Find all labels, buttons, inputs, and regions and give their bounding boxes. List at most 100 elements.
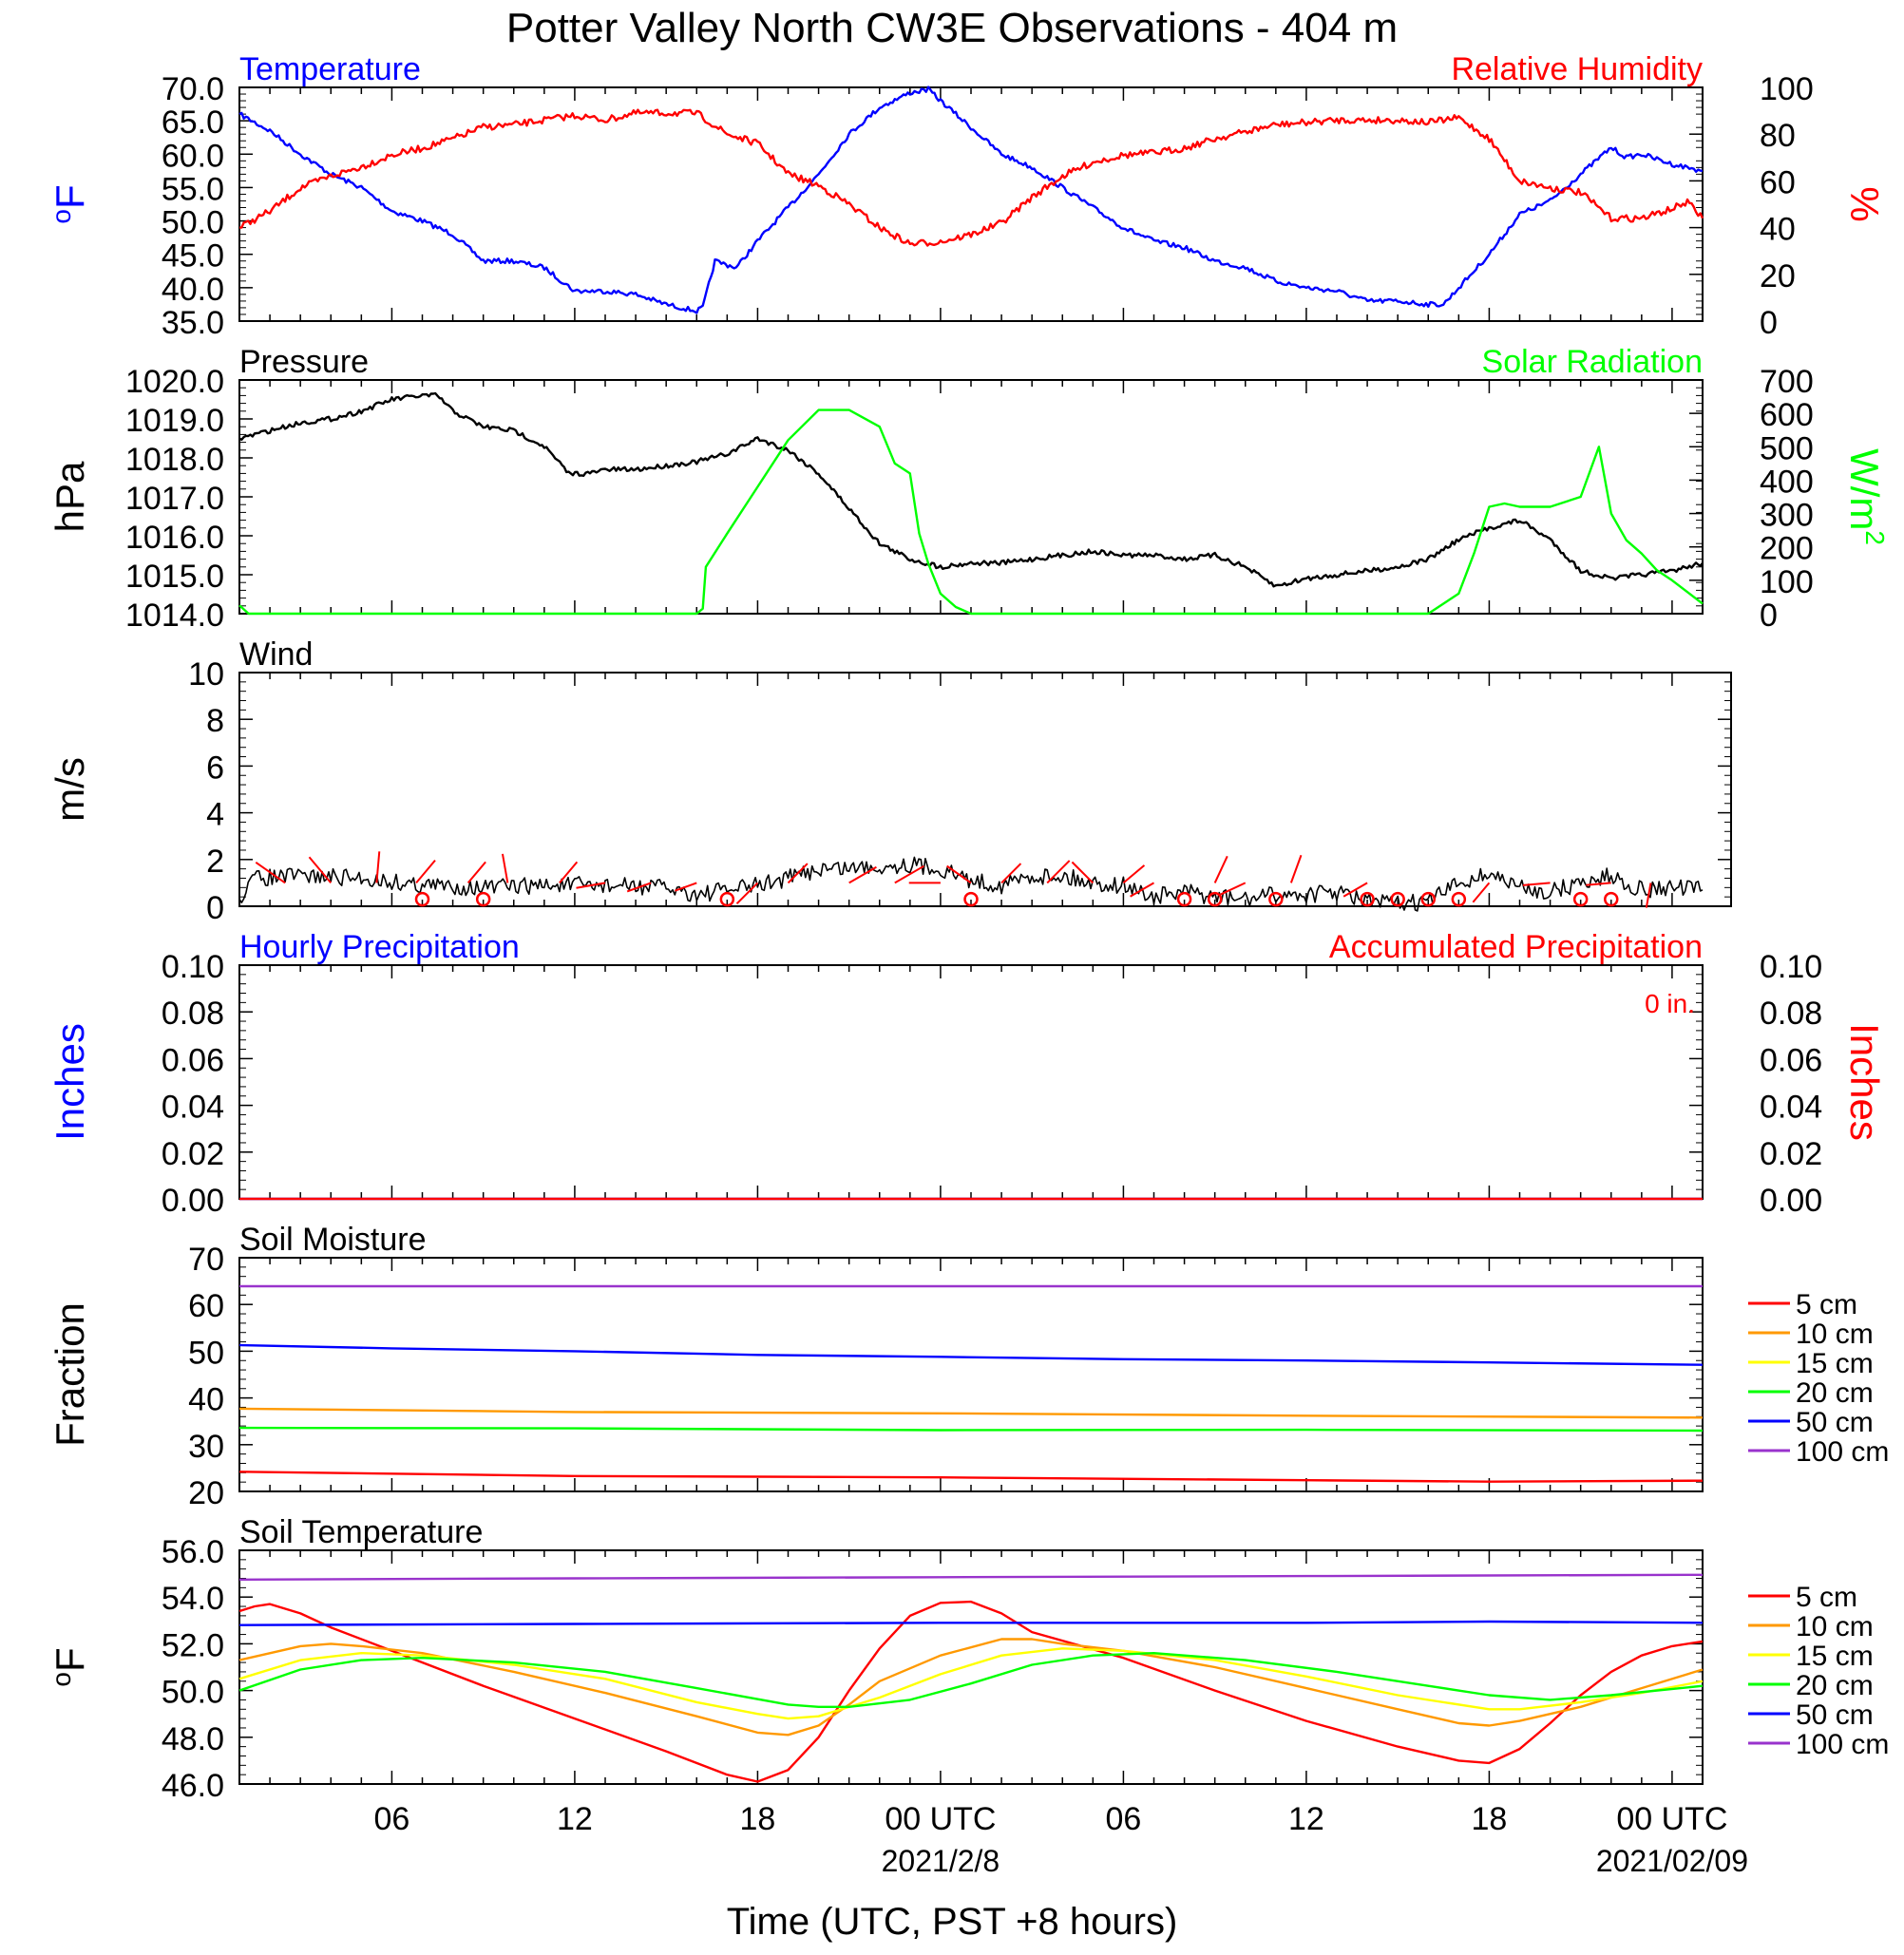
series-line-5-cm: [238, 1471, 1704, 1483]
y-axis-label-left: oF: [47, 184, 92, 223]
panel-temp_rh: 35.040.045.050.055.060.065.070.0 0 20 40 60 8…: [47, 51, 1887, 341]
calm-wind-marker: [1176, 891, 1192, 907]
y-axis-label-right: W/m2: [1842, 448, 1890, 545]
y-tick-label: 1016.0: [125, 520, 224, 556]
calm-wind-marker: [1451, 891, 1467, 907]
y-tick-label: 4: [206, 797, 224, 833]
legend-label: 50 cm: [1796, 1407, 1874, 1438]
y-tick-label: 55.0: [162, 171, 224, 207]
wind-barb: [1289, 854, 1303, 883]
x-tick-sublabel: 2021/2/8: [882, 1844, 1000, 1878]
panel-soil_temperature: 46.0 48.0 50.0 52.0 54.0 56.0 Soil Temperature…: [47, 1514, 1889, 1804]
x-axis-label: Time (UTC, PST +8 hours): [727, 1901, 1178, 1943]
y-tick-label-right: 0.00: [1760, 1183, 1822, 1219]
y-tick-label: 65.0: [162, 104, 224, 141]
wind-barb: [1213, 855, 1228, 883]
y-tick-label: 0.04: [162, 1090, 224, 1126]
calm-wind-marker: [1207, 891, 1223, 907]
wind-barb: [675, 882, 697, 892]
plot-frame: [238, 1549, 1704, 1785]
y-tick-label: 40: [188, 1382, 224, 1418]
y-tick-label: 70.0: [162, 71, 224, 107]
legend-label: 15 cm: [1796, 1641, 1874, 1672]
series-line-relative-humidity: [238, 108, 1704, 247]
y-tick-label-right: 0.06: [1760, 1042, 1822, 1078]
series-line-50-cm: [238, 1343, 1704, 1366]
wind-barb: [1522, 882, 1551, 886]
y-axis-label-left: m/s: [48, 757, 92, 822]
y-tick-label: 1018.0: [125, 442, 224, 478]
wind-barb: [308, 856, 333, 884]
x-tick-label: 18: [740, 1801, 776, 1837]
wind-barb: [946, 864, 972, 884]
y-tick-label: 35.0: [162, 305, 224, 341]
legend-label: 20 cm: [1796, 1377, 1874, 1409]
wind-barb: [1071, 861, 1095, 884]
y-tick-label-right: 0: [1760, 598, 1778, 634]
series-line-pressure: [238, 391, 1704, 588]
calm-wind-marker: [1420, 891, 1436, 907]
panel-title-right: Accumulated Precipitation: [1329, 929, 1703, 965]
y-tick-label: 48.0: [162, 1721, 224, 1757]
y-tick-label-right: 200: [1760, 531, 1814, 567]
y-tick-label: 60: [188, 1288, 224, 1324]
wind-barb: [735, 882, 759, 905]
x-tick-sublabel: 2021/02/09: [1596, 1844, 1748, 1878]
y-tick-label-right: 300: [1760, 498, 1814, 534]
calm-wind-marker: [963, 891, 979, 907]
y-tick-label: 52.0: [162, 1627, 224, 1663]
wind-barb: [559, 861, 579, 884]
legend-label: 5 cm: [1796, 1289, 1857, 1320]
wind-barb: [1472, 882, 1491, 903]
y-tick-label-right: 0: [1760, 305, 1778, 341]
panel-title-left: Soil Moisture: [239, 1222, 427, 1258]
panel-wind: 0 2 4 6 8 10 Wind m/s: [48, 636, 1732, 926]
y-tick-label: 0: [206, 890, 224, 926]
y-tick-label-right: 0.02: [1760, 1136, 1822, 1172]
calm-wind-marker: [1268, 891, 1284, 907]
x-tick-label: 00 UTC: [1616, 1801, 1727, 1837]
y-axis-label-left: hPa: [48, 461, 92, 532]
y-tick-label-right: 400: [1760, 464, 1814, 500]
calm-wind-marker: [414, 891, 430, 907]
y-axis-label-left: oF: [47, 1647, 92, 1686]
y-tick-label: 60.0: [162, 138, 224, 174]
wind-barb: [375, 851, 381, 883]
series-line-20-cm: [238, 1652, 1704, 1708]
y-tick-label-right: 80: [1760, 118, 1796, 154]
panel-title-left: Wind: [239, 636, 313, 673]
y-tick-label: 40.0: [162, 272, 224, 308]
y-tick-label-right: 0.10: [1760, 949, 1822, 985]
panel-precip: 0.00 0.02 0.04 0.06 0.08 0.10 0.00 0.02 0.04 0.06…: [48, 929, 1887, 1219]
panel-pressure_solar: 1014.01015.01016.01017.01018.01019.01020…: [48, 344, 1890, 634]
calm-wind-marker: [1604, 891, 1619, 907]
y-tick-label: 70: [188, 1242, 224, 1278]
y-tick-label: 30: [188, 1429, 224, 1465]
wind-barb: [1046, 860, 1071, 884]
y-tick-label: 56.0: [162, 1534, 224, 1570]
panel-title-left: Soil Temperature: [239, 1514, 483, 1550]
series-line-10-cm: [238, 1407, 1704, 1419]
y-tick-label-right: 700: [1760, 364, 1814, 400]
legend-label: 100 cm: [1796, 1436, 1889, 1468]
panel-title-left: Temperature: [239, 51, 421, 87]
wind-barb: [894, 864, 924, 884]
y-tick-label-right: 60: [1760, 164, 1796, 200]
y-tick-label: 0.08: [162, 996, 224, 1032]
x-tick-label: 06: [374, 1801, 410, 1837]
series-line-wind-speed: [238, 856, 1704, 912]
y-tick-label: 0.02: [162, 1136, 224, 1172]
wind-barb: [1122, 864, 1146, 884]
x-tick-label: 12: [557, 1801, 593, 1837]
series-line-20-cm: [238, 1426, 1704, 1433]
y-tick-label: 1017.0: [125, 481, 224, 517]
calm-wind-marker: [475, 891, 491, 907]
y-tick-label: 1019.0: [125, 403, 224, 439]
calm-wind-marker: [719, 891, 735, 907]
y-tick-label-right: 0.04: [1760, 1090, 1822, 1126]
legend-label: 10 cm: [1796, 1611, 1874, 1642]
wind-barb: [787, 863, 809, 884]
wind-barb: [1645, 883, 1652, 908]
plot-frame: [238, 964, 1704, 1200]
legend-label: 20 cm: [1796, 1670, 1874, 1701]
